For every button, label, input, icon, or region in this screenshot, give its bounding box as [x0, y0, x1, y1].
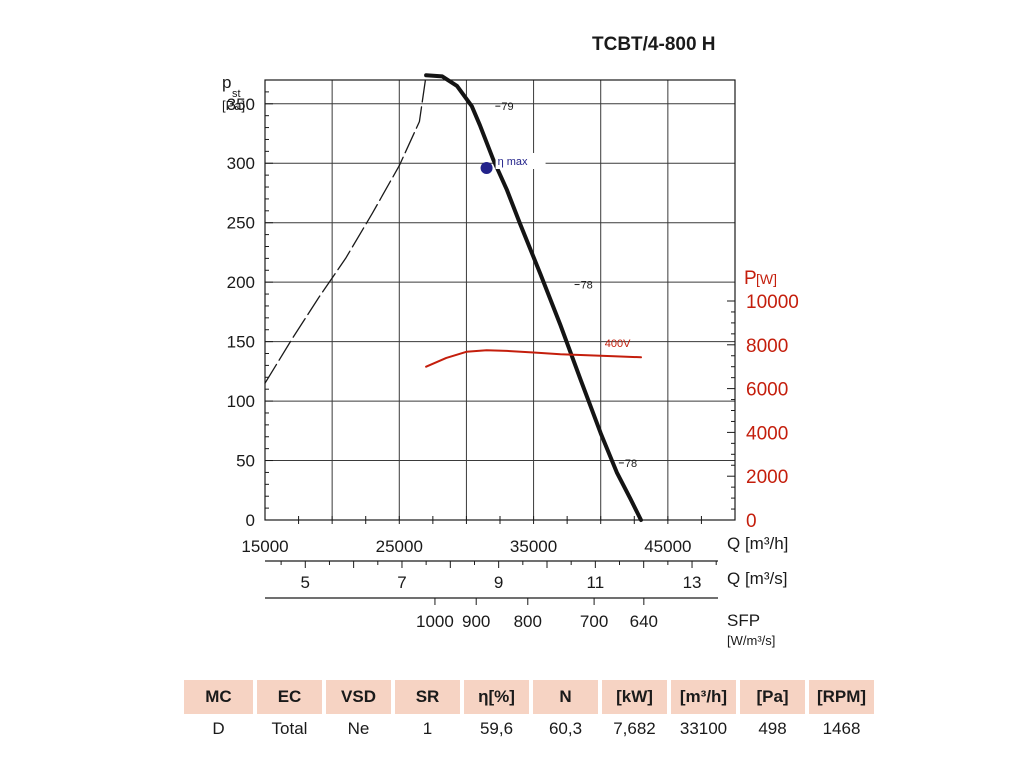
y-left-tick-label: 350	[227, 95, 255, 114]
y-left-tick-label: 300	[227, 154, 255, 173]
x-m3s-tick-label: 7	[397, 573, 406, 592]
y-left-axis-label: p	[222, 73, 231, 92]
power-curve-label: 400V	[605, 338, 631, 350]
specs-header-row: MC EC VSD SR η[%] N [kW] [m³/h] [Pa] [RPM]	[184, 680, 874, 714]
x-m3s-tick-label: 5	[301, 573, 310, 592]
pressure-curve-dashed	[264, 74, 427, 384]
specs-value-cell: Ne	[347, 719, 370, 738]
x-m3s-axis-label: Q [m³/s]	[727, 569, 787, 588]
specs-value-cell: Total	[271, 719, 308, 738]
x-m3h-tick-label: 35000	[510, 537, 557, 556]
x-m3h-tick-label: 45000	[644, 537, 691, 556]
specs-header-cell: η[%]	[464, 680, 529, 714]
eta-max-marker	[480, 162, 493, 174]
y-left-tick-label: 200	[227, 273, 255, 292]
y-right-tick-label: 8000	[746, 336, 788, 357]
specs-value-cell: 60,3	[548, 719, 583, 738]
sfp-tick-label: 1000	[416, 612, 454, 631]
y-right-axis-unit: [W]	[756, 271, 777, 287]
y-right-tick-label: 0	[746, 511, 757, 532]
x-m3s-tick-label: 9	[494, 573, 503, 592]
axis-labels: 0 50 100 150 200 250 300 350 pst[Pa] 0 2000 4000 600…	[222, 73, 799, 648]
sfp-axis-unit: [W/m³/s]	[727, 633, 775, 648]
y-left-tick-label: 100	[227, 392, 255, 411]
specs-header-cell: [m³/h]	[671, 680, 736, 714]
specs-value-cell: 1468	[822, 719, 861, 738]
x-m3s-tick-label: 11	[587, 573, 605, 592]
specs-value-cell: 33100	[679, 719, 728, 738]
specs-value-row: D Total Ne 1 59,6 60,3 7,682 33100 498 1468	[184, 714, 874, 744]
specs-header-cell: MC	[184, 680, 253, 714]
efficiency-label: 79	[501, 101, 513, 113]
y-left-tick-label: 150	[227, 333, 255, 352]
curves	[264, 73, 643, 522]
pressure-curve	[424, 73, 643, 522]
y-left-axis-label-sub: st	[232, 88, 241, 100]
sfp-tick-label: 900	[462, 612, 490, 631]
efficiency-label: 78	[625, 458, 637, 470]
specs-header-cell: EC	[257, 680, 322, 714]
efficiency-label: 78	[581, 280, 593, 292]
specs-value-cell: 1	[422, 719, 433, 738]
specs-header-cell: [RPM]	[809, 680, 874, 714]
x-m3h-axis-label: Q [m³/h]	[727, 534, 788, 553]
y-left-tick-label: 50	[236, 452, 255, 471]
specs-value-cell: 498	[758, 719, 787, 738]
y-left-tick-label: 250	[227, 214, 255, 233]
y-left-tick-label: 0	[246, 511, 255, 530]
x-m3h-tick-label: 25000	[376, 537, 423, 556]
eta-max-label: η max	[498, 156, 528, 168]
y-right-tick-label: 4000	[746, 423, 788, 444]
specs-header-cell: VSD	[326, 680, 391, 714]
x-m3s-tick-label: 13	[683, 573, 702, 592]
x-m3h-tick-label: 15000	[241, 537, 288, 556]
sfp-tick-label: 800	[514, 612, 542, 631]
y-right-tick-label: 2000	[746, 467, 788, 488]
y-right-tick-label: 6000	[746, 380, 788, 401]
specs-header-cell: [Pa]	[740, 680, 805, 714]
sfp-tick-label: 700	[580, 612, 608, 631]
y-left-axis-unit: [Pa]	[222, 98, 245, 113]
power-curve-400v	[425, 349, 642, 368]
specs-header-cell: SR	[395, 680, 460, 714]
plot-grid	[264, 79, 736, 524]
chart-title: TCBT/4-800 H	[592, 34, 716, 55]
eta-max-label-bg	[495, 153, 546, 169]
y-right-tick-label: 10000	[746, 292, 799, 313]
specs-value-cell: 59,6	[479, 719, 514, 738]
specs-table: MC EC VSD SR η[%] N [kW] [m³/h] [Pa] [RPM] D Total…	[180, 680, 878, 744]
sfp-axis-label: SFP	[727, 611, 760, 630]
y-right-axis-label: P	[744, 268, 757, 289]
sfp-tick-label: 640	[630, 612, 658, 631]
specs-header-cell: [kW]	[602, 680, 667, 714]
specs-value-cell: D	[212, 719, 225, 738]
specs-header-cell: N	[533, 680, 598, 714]
plot-border	[264, 79, 736, 521]
annotations: 79 78 78 400V η max	[480, 101, 637, 470]
specs-value-cell: 7,682	[613, 719, 656, 738]
